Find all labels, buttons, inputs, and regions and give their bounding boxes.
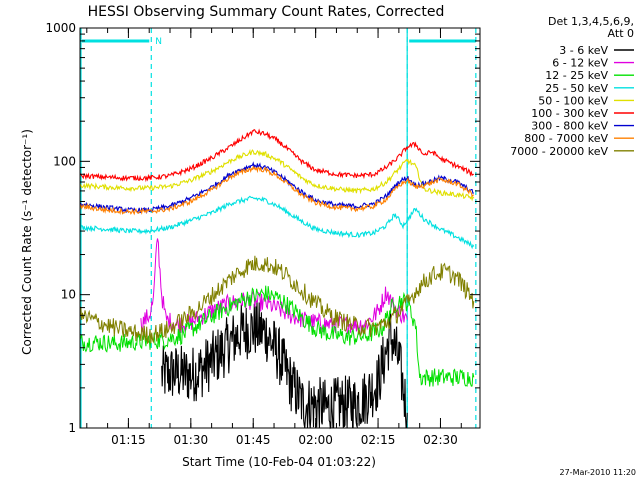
legend-label: 7000 - 20000 keV xyxy=(510,145,608,158)
legend-label: 6 - 12 keV xyxy=(552,57,608,70)
observing-annotations: N xyxy=(80,28,477,428)
series-line-0 xyxy=(161,301,408,430)
night-label: N xyxy=(155,37,162,47)
x-tick-label: 02:15 xyxy=(361,433,396,447)
plot-frame xyxy=(79,27,481,429)
x-axis-label: Start Time (10-Feb-04 01:03:22) xyxy=(182,455,376,469)
x-tick-label: 02:30 xyxy=(423,433,458,447)
legend-label: 50 - 100 keV xyxy=(538,94,608,107)
y-tick-label: 100 xyxy=(53,154,76,168)
x-tick-label: 01:30 xyxy=(174,433,209,447)
axis-ticks: 1 10 100 1000 01:15 01:30 01:45 02:00 02:15 02:30 xyxy=(45,21,480,447)
legend-label: 3 - 6 keV xyxy=(559,44,608,57)
y-tick-label: 1 xyxy=(68,421,76,435)
series-line-3 xyxy=(79,195,475,250)
series-line-5 xyxy=(79,128,474,183)
legend-label: 100 - 300 keV xyxy=(531,107,608,120)
plot-area: N 1 10 100 1000 01:15 01:30 01:45 02:00 02:15 02:… xyxy=(45,21,481,447)
series-line-4 xyxy=(79,148,475,202)
y-tick-label: 1000 xyxy=(45,21,76,35)
timestamp: 27-Mar-2010 11:20 xyxy=(560,468,637,477)
y-axis-label: Corrected Count Rate (s⁻¹ detector⁻¹) xyxy=(20,129,34,355)
series-lines xyxy=(79,128,475,430)
legend-label: 800 - 7000 keV xyxy=(524,132,608,145)
x-tick-label: 01:15 xyxy=(111,433,146,447)
legend-header-detectors: Det 1,3,4,5,6,9, xyxy=(548,15,634,28)
legend-header-attenuator: Att 0 xyxy=(608,27,634,40)
series-line-6 xyxy=(79,161,474,215)
legend-label: 25 - 50 keV xyxy=(545,82,608,95)
chart-title: HESSI Observing Summary Count Rates, Cor… xyxy=(88,4,445,20)
series-line-8 xyxy=(79,255,475,345)
x-tick-label: 01:45 xyxy=(236,433,271,447)
series-line-2 xyxy=(79,285,475,387)
legend-label: 12 - 25 keV xyxy=(545,69,608,82)
x-tick-label: 02:00 xyxy=(298,433,333,447)
y-tick-label: 10 xyxy=(61,288,76,302)
legend-label: 300 - 800 keV xyxy=(531,120,608,133)
series-line-1 xyxy=(140,238,408,335)
series-line-7 xyxy=(79,165,475,216)
